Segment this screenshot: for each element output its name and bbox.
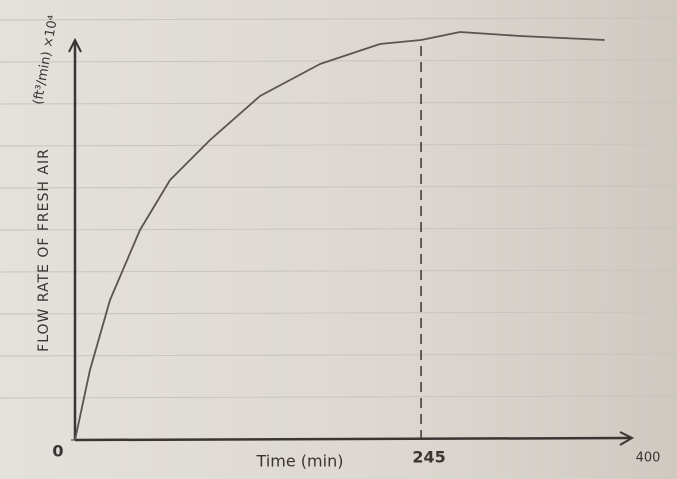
paper <box>0 0 677 479</box>
x-tick-label: 0 <box>52 442 63 461</box>
x-tick-label: 400 <box>636 451 661 466</box>
page: {"chart_data": {"type": "line", "y_label… <box>0 0 677 479</box>
x-axis-label: Time (min) <box>256 452 344 471</box>
y-axis-label: FLOW RATE OF FRESH AIR <box>36 148 52 352</box>
chart: FLOW RATE OF FRESH AIR (ft³/min) ×10⁴ Ti… <box>0 0 677 479</box>
x-tick-label: 245 <box>412 448 445 467</box>
